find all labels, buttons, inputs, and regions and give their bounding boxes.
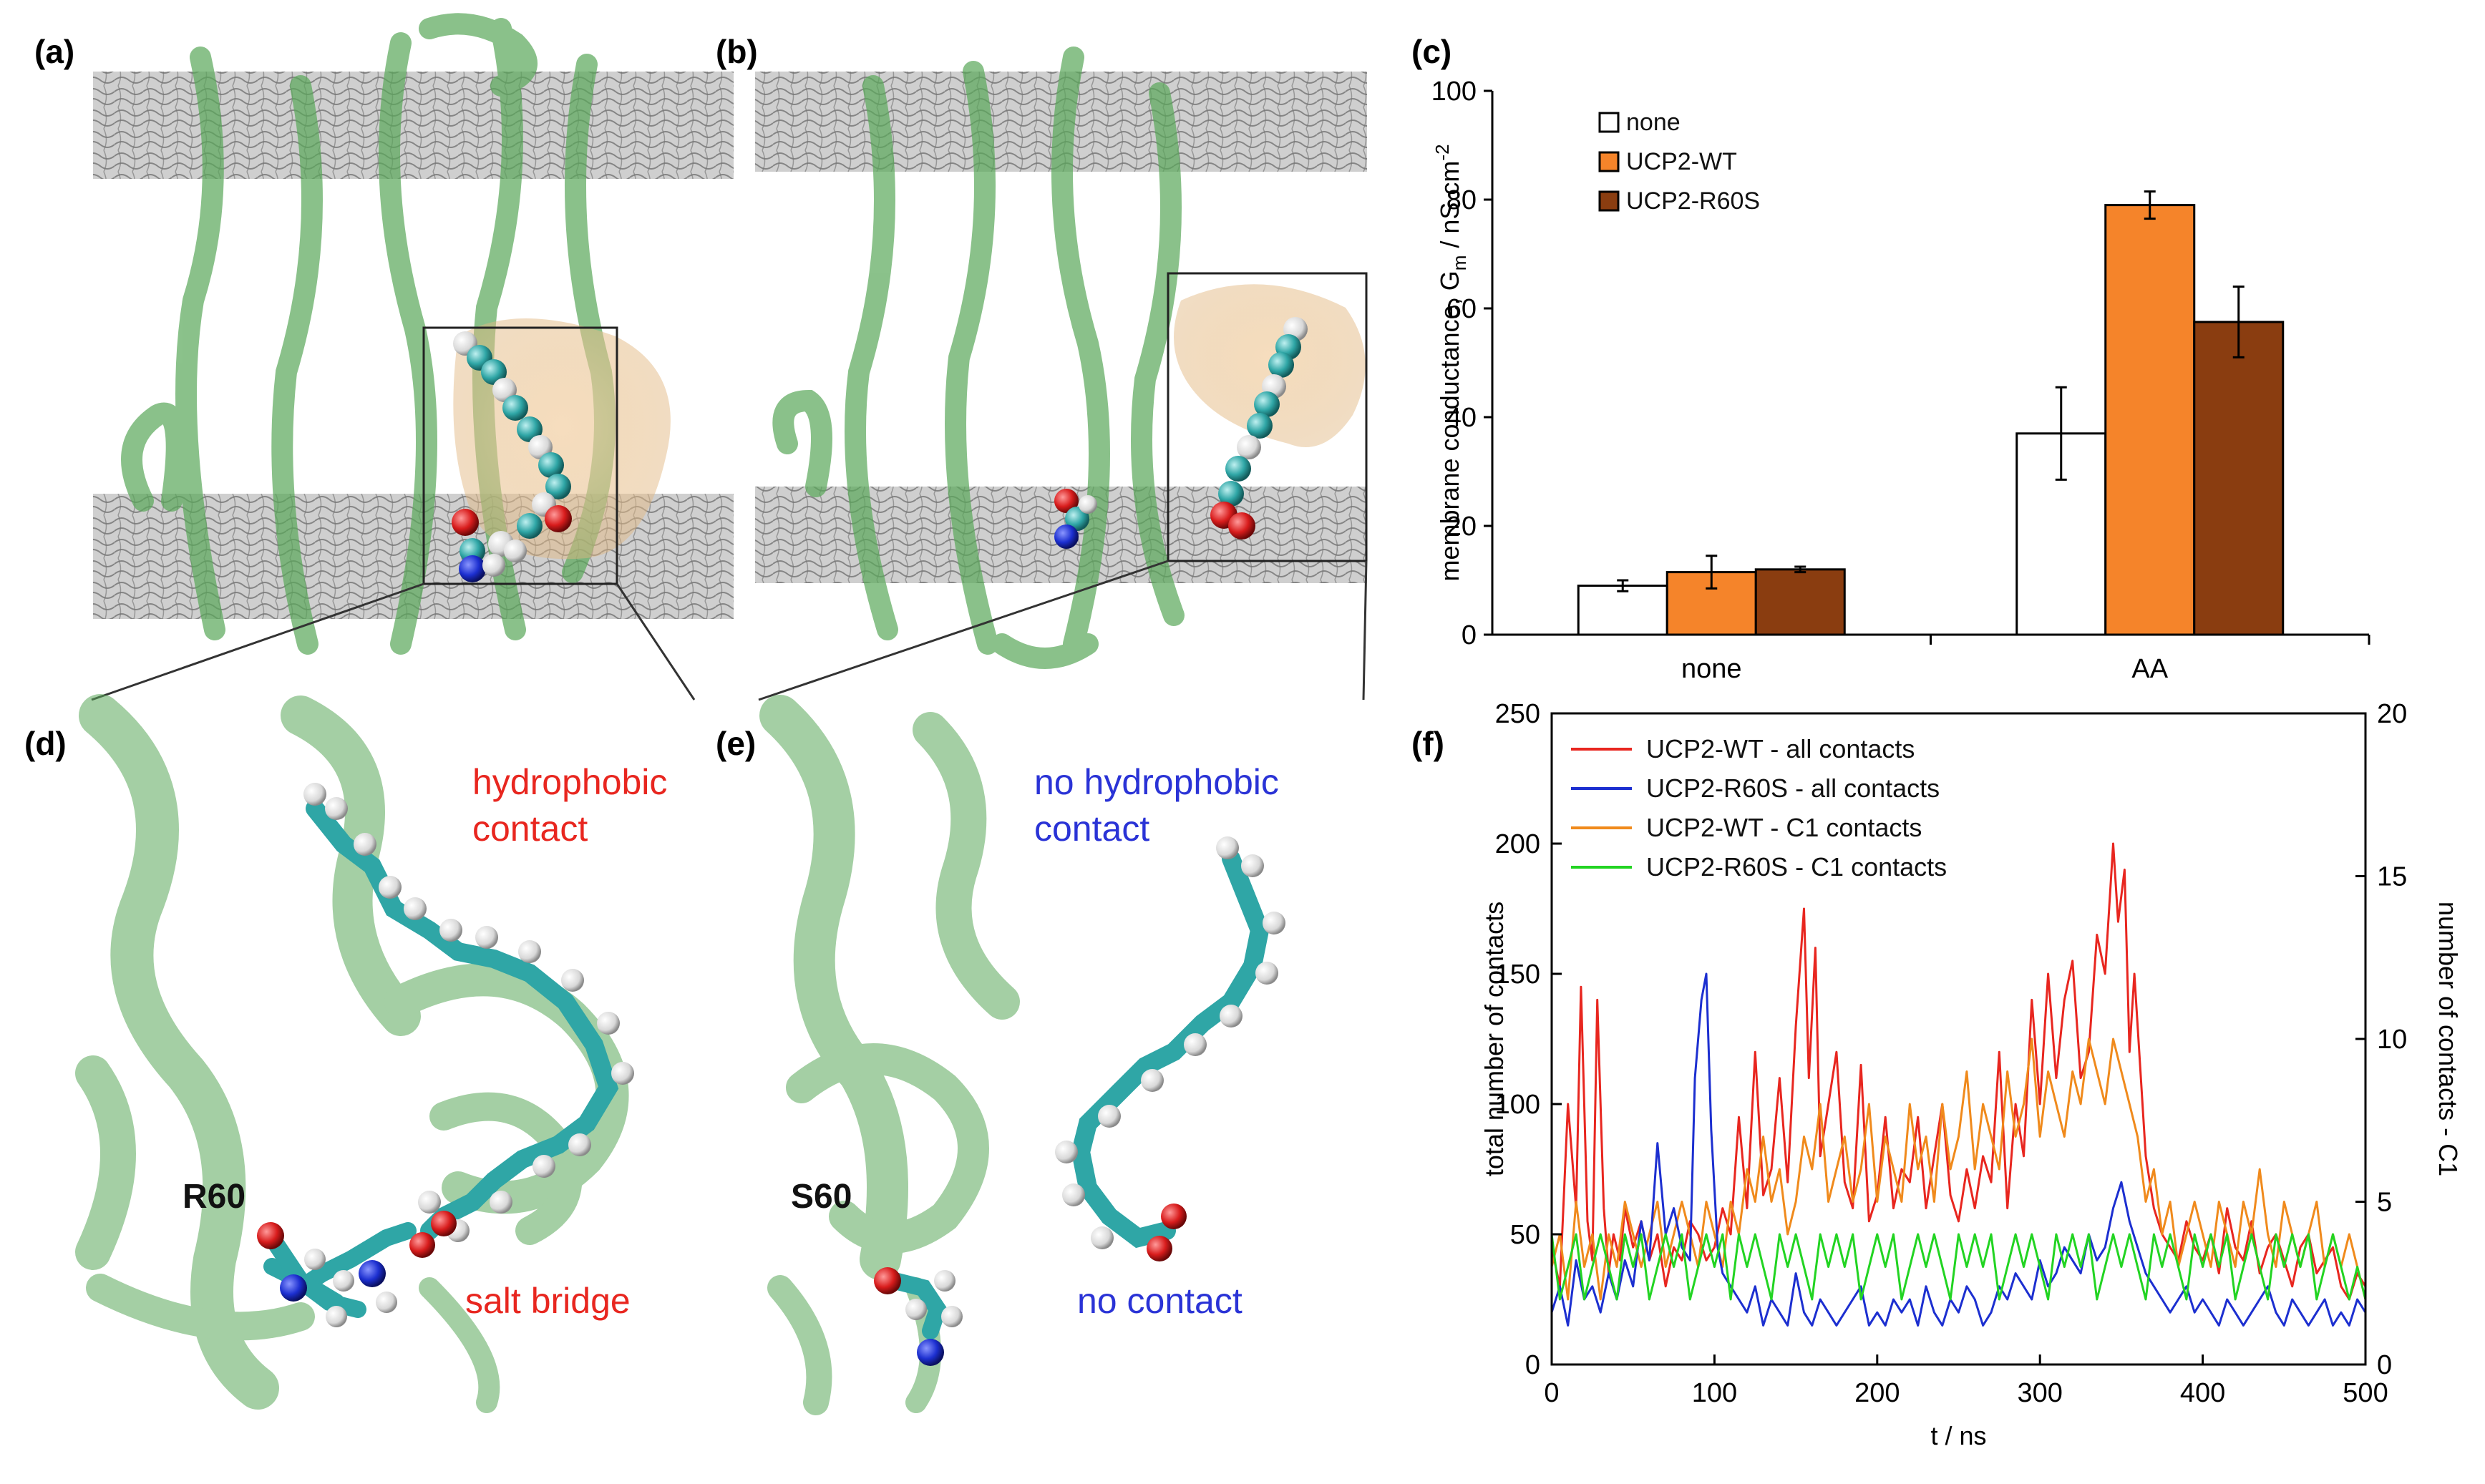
- x-tick-label: 100: [1692, 1378, 1737, 1408]
- bar: [1754, 568, 1846, 636]
- y2-tick-label: 5: [2377, 1188, 2392, 1218]
- membrane-top: [93, 72, 734, 179]
- x-axis-title: t / ns: [1930, 1421, 1986, 1450]
- y-tick-label: 150: [1495, 960, 1540, 990]
- legend-label: none: [1626, 109, 1681, 136]
- series-line: [1550, 972, 2367, 1327]
- x-tick-label: 300: [2017, 1378, 2062, 1408]
- y-axis-title-unit: / nS cm: [1435, 161, 1464, 255]
- protein-background: [759, 695, 1020, 1415]
- annotation-contact-e: contact: [1034, 809, 1149, 849]
- y2-tick-label: 15: [2377, 862, 2407, 892]
- panel-a: [93, 13, 734, 655]
- legend-label: UCP2-WT - C1 contacts: [1646, 813, 1922, 842]
- y-tick-label: 200: [1495, 829, 1540, 859]
- y-tick-label: 100: [1431, 77, 1477, 107]
- legend-swatch: [1598, 190, 1620, 212]
- protein-helices: [772, 47, 1185, 669]
- panel-label-e: (e): [716, 725, 756, 762]
- x-tick-label: AA: [2131, 654, 2168, 684]
- y-tick-label: 250: [1495, 699, 1540, 729]
- panel-b: [755, 47, 1368, 669]
- x-tick-label: none: [1681, 654, 1742, 684]
- y-tick-label: 80: [1446, 185, 1477, 215]
- fatty-acid-sticks: [1071, 849, 1270, 1249]
- zoom-box: [422, 326, 618, 585]
- y-axis-title-sub: m: [1449, 255, 1470, 271]
- fatty-acid-spheres: [452, 331, 572, 582]
- legend-label: UCP2-R60S - all contacts: [1646, 773, 1940, 803]
- panel-e: [759, 695, 1285, 1415]
- serine-spheres: [1054, 489, 1097, 549]
- zoom-box: [1167, 272, 1368, 562]
- protein-helices: [121, 13, 616, 655]
- fatty-acid-spheres: [1210, 317, 1308, 540]
- y2-tick-label: 20: [2377, 699, 2407, 729]
- y-tick-label: 20: [1446, 512, 1477, 542]
- panel-label-c: (c): [1411, 33, 1451, 70]
- fatty-acid-hydrogens: [1055, 836, 1285, 1249]
- annotation-salt-bridge: salt bridge: [465, 1281, 631, 1321]
- annotation-contact: contact: [472, 809, 588, 849]
- legend-label: UCP2-R60S: [1626, 187, 1760, 215]
- y2-axis-title: number of contacts - C1: [2433, 902, 2463, 1176]
- legend-label: UCP2-R60S - C1 contacts: [1646, 852, 1947, 882]
- carboxylate: [409, 1211, 457, 1258]
- panel-label-b: (b): [716, 33, 758, 70]
- residue-label-r60: R60: [183, 1178, 245, 1216]
- legend-swatch: [1598, 112, 1620, 133]
- annotation-no-hydrophobic: no hydrophobic: [1034, 762, 1279, 802]
- y-axis-title-main: membrane conductance, G: [1435, 270, 1464, 581]
- annotation-no-contact: no contact: [1077, 1281, 1242, 1321]
- panel-label-a: (a): [34, 33, 74, 70]
- bar-chart: 0 20 40 60 80 100 none AA none UCP2-WT UCP2-R60S me…: [1431, 77, 2370, 684]
- y2-tick-label: 10: [2377, 1025, 2407, 1055]
- series-line: [1550, 1233, 2367, 1301]
- x-tick-label: 400: [2180, 1378, 2225, 1408]
- x-tick-label: 0: [1544, 1378, 1559, 1408]
- y-tick-label: 100: [1495, 1090, 1540, 1120]
- zoom-connectors: [91, 560, 1368, 701]
- y-axis-title: total number of contacts: [1479, 902, 1509, 1176]
- x-tick-label: 200: [1854, 1378, 1900, 1408]
- series-line: [1550, 1038, 2367, 1301]
- fatty-acid-hydrogens: [303, 783, 634, 1242]
- residue-label-s60: S60: [791, 1178, 852, 1216]
- y-axis-title-sup: -2: [1431, 144, 1453, 160]
- bar: [2193, 321, 2285, 636]
- panel-label-d: (d): [24, 725, 67, 762]
- legend-label: UCP2-WT: [1626, 148, 1737, 175]
- x-tick-label: 500: [2343, 1378, 2388, 1408]
- line-chart: 0 100 200 300 400 50005010015020025005101520t…: [1479, 699, 2463, 1450]
- y-tick-label: 0: [1525, 1350, 1540, 1380]
- carboxylate: [1147, 1204, 1187, 1261]
- serine-s60: [874, 1267, 963, 1366]
- bar: [2104, 204, 2196, 636]
- y-tick-label: 40: [1446, 403, 1477, 433]
- panel-d: [75, 694, 634, 1413]
- y-tick-label: 60: [1446, 294, 1477, 324]
- y-tick-label: 0: [1462, 620, 1477, 650]
- bar: [1577, 585, 1668, 636]
- annotation-hydrophobic: hydrophobic: [472, 762, 667, 802]
- legend-swatch: [1598, 151, 1620, 172]
- y-axis-title: membrane conductance, Gm / nS cm-2: [1431, 144, 1470, 581]
- arginine-r60: [257, 1222, 397, 1327]
- y-tick-label: 50: [1510, 1220, 1540, 1250]
- legend-label: UCP2-WT - all contacts: [1646, 734, 1915, 763]
- panel-label-f: (f): [1411, 725, 1444, 762]
- y2-tick-label: 0: [2377, 1350, 2392, 1380]
